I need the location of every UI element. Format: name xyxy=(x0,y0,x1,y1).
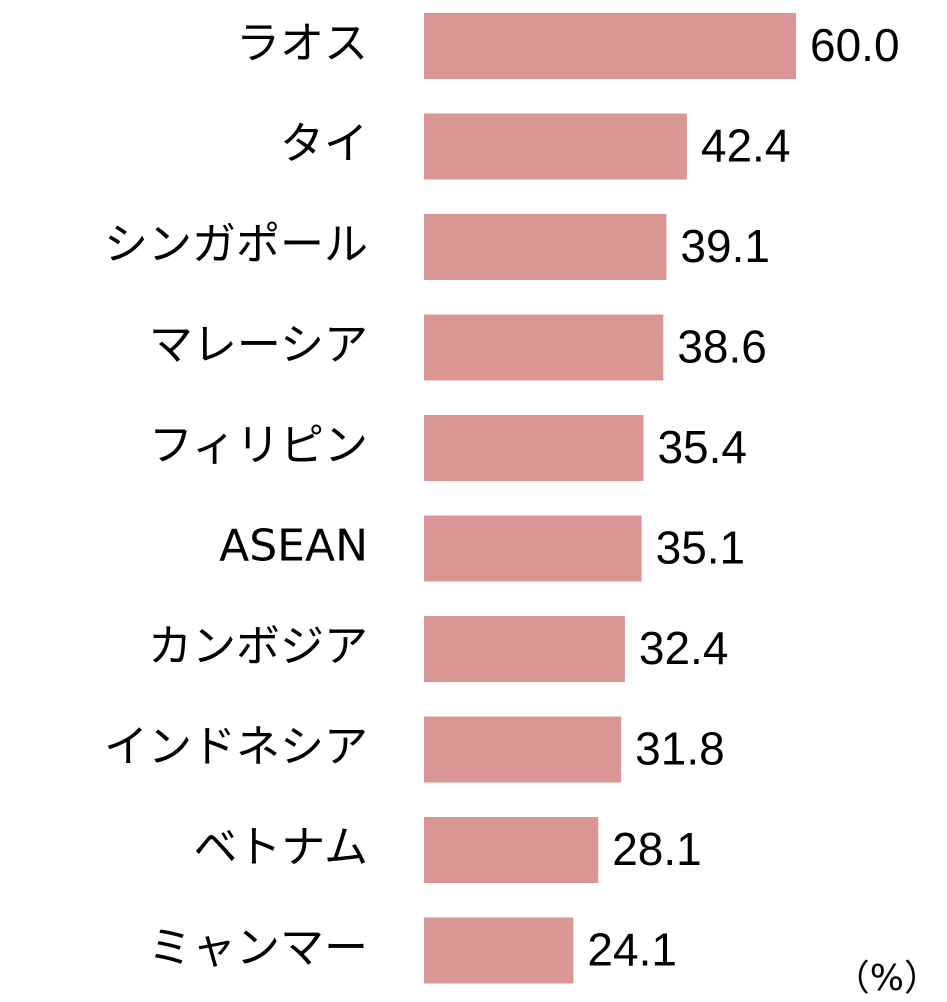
bar xyxy=(424,917,574,984)
bar xyxy=(424,113,687,180)
category-label: シンガポール xyxy=(104,219,368,270)
value-label: 38.6 xyxy=(677,321,767,373)
value-label: 31.8 xyxy=(635,723,725,775)
value-label: 35.1 xyxy=(656,522,746,574)
category-label: フィリピン xyxy=(149,420,368,471)
value-label: 60.0 xyxy=(810,19,900,71)
value-label: 28.1 xyxy=(612,823,702,875)
category-label: ミャンマー xyxy=(148,923,368,974)
value-label: 35.4 xyxy=(657,421,747,473)
category-label: ASEAN xyxy=(219,521,368,572)
value-label: 32.4 xyxy=(639,622,729,674)
category-label: ラオス xyxy=(236,18,368,69)
category-label: マレーシア xyxy=(149,320,368,371)
bar xyxy=(424,515,642,582)
bar xyxy=(424,214,667,280)
category-label: インドネシア xyxy=(104,722,368,773)
bar xyxy=(424,817,599,883)
bar xyxy=(424,716,622,783)
bar xyxy=(424,13,796,79)
unit-label: （%） xyxy=(834,958,940,999)
bar xyxy=(424,616,625,682)
value-label: 39.1 xyxy=(680,220,770,272)
value-label: 24.1 xyxy=(587,924,677,976)
value-label: 42.4 xyxy=(701,120,791,172)
category-label: タイ xyxy=(280,119,368,170)
category-label: カンボジア xyxy=(148,621,368,672)
category-label: ベトナム xyxy=(193,822,368,873)
bar xyxy=(424,314,664,381)
bar xyxy=(424,415,644,481)
